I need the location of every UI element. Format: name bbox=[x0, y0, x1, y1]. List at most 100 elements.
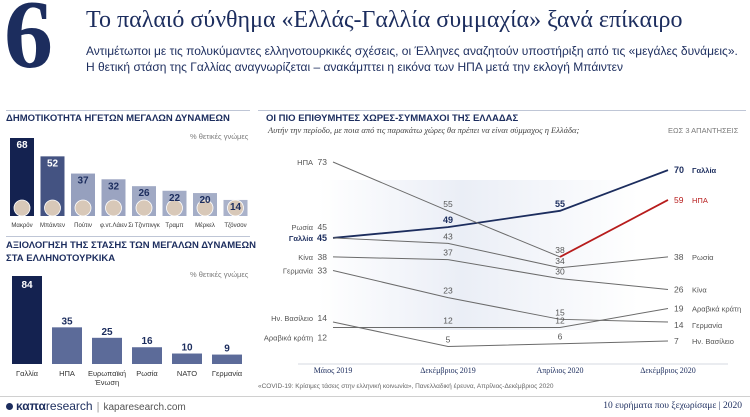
point-value-label: 38 bbox=[555, 245, 565, 255]
series-line-Ρωσία bbox=[332, 237, 669, 269]
bar-category-label: Μακρόν bbox=[11, 222, 32, 229]
leader-portrait-φ.ντ.Λάιεν bbox=[105, 199, 122, 217]
bar-category-label: φ.ντ.Λάιεν bbox=[100, 222, 127, 229]
series-line-Κίνα bbox=[332, 256, 669, 290]
page-title: Το παλαιό σύνθημα «Ελλάς-Γαλλία συμμαχία… bbox=[86, 7, 683, 33]
bar-value-label: 9 bbox=[224, 344, 230, 355]
point-value-label: 12 bbox=[443, 315, 453, 325]
series-name-left: ΗΠΑ bbox=[297, 158, 313, 167]
bar-category-label: ΗΠΑ bbox=[59, 369, 75, 378]
series-line-Αραβικά κράτη bbox=[333, 307, 669, 328]
divider-top-left bbox=[6, 110, 250, 111]
leader-portrait-Τζόνσον bbox=[227, 199, 244, 217]
bar-category-label: Τζόνσον bbox=[224, 222, 246, 229]
series-line-ΗΠΑ-recent bbox=[559, 199, 669, 258]
series-name-left: Γαλλία bbox=[289, 234, 314, 243]
leader-portrait-Πούτιν bbox=[74, 199, 92, 217]
bar-value-label: 32 bbox=[108, 181, 120, 192]
assessment-title-line2: ΣΤΑ ΕΛΛΗΝΟΤΟΥΡΚΙΚΑ bbox=[6, 253, 116, 264]
website-link[interactable]: kaparesearch.com bbox=[103, 402, 186, 413]
point-value-label: 15 bbox=[555, 307, 565, 317]
point-value-label: 30 bbox=[555, 267, 565, 277]
point-value-label: 12 bbox=[555, 315, 565, 325]
bar-category-label: Ευρωπαϊκή bbox=[88, 369, 126, 378]
bar-Γερμανία bbox=[212, 354, 242, 364]
series-line-ΗΠΑ bbox=[332, 161, 561, 258]
point-value-label: 34 bbox=[555, 256, 565, 266]
source-note: «COVID-19: Κρίσιμες τάσεις στην ελληνική… bbox=[258, 383, 554, 390]
bar-category-label: Σι Τζινπινγκ bbox=[128, 223, 161, 229]
bar-value-label: 22 bbox=[169, 193, 181, 204]
bar-category-label: Γερμανία bbox=[212, 369, 243, 378]
footer-caption: 10 ευρήματα που ξεχωρίσαμε | 2020 bbox=[603, 401, 742, 411]
point-value-label: 33 bbox=[318, 265, 328, 275]
bar-value-label: 68 bbox=[16, 140, 28, 151]
bar-value-label: 20 bbox=[199, 195, 211, 206]
page-subtitle: Αντιμέτωποι με τις πολυκύμαντες ελληνοτο… bbox=[86, 44, 738, 74]
logo-part-b: research bbox=[45, 399, 93, 413]
series-line-Γαλλία bbox=[332, 169, 669, 239]
assessment-note: % θετικές γνώμες bbox=[190, 270, 249, 279]
point-value-label: 12 bbox=[318, 332, 328, 342]
point-value-label: 59 bbox=[674, 195, 684, 205]
series-name-right: Ρωσία bbox=[692, 253, 714, 262]
point-value-label: 43 bbox=[443, 231, 453, 241]
bar-category-label: Τραμπ bbox=[165, 223, 183, 229]
bar-value-label: 35 bbox=[61, 316, 73, 327]
bar-Ευρωπαϊκή Ένωση bbox=[92, 337, 122, 364]
point-value-label: 38 bbox=[318, 252, 328, 262]
point-value-label: 37 bbox=[443, 248, 453, 258]
footer bbox=[0, 396, 750, 417]
bar-category-label: Πούτιν bbox=[74, 223, 92, 229]
point-value-label: 14 bbox=[674, 320, 684, 330]
point-value-label: 70 bbox=[674, 165, 684, 175]
point-value-label: 14 bbox=[318, 313, 328, 323]
point-value-label: 6 bbox=[558, 332, 563, 342]
series-name-left: Γερμανία bbox=[283, 266, 314, 275]
bar-Γαλλία bbox=[12, 276, 42, 364]
bar-ΝΑΤΟ bbox=[172, 353, 202, 364]
point-value-label: 73 bbox=[318, 157, 328, 167]
series-name-left: Ρωσία bbox=[292, 223, 314, 232]
divider-mid-left bbox=[6, 236, 250, 237]
assessment-title: ΑΞΙΟΛΟΓΗΣΗ ΤΗΣ ΣΤΑΣΗΣ ΤΩΝ ΜΕΓΑΛΩΝ ΔΥΝΑΜΕ… bbox=[6, 240, 256, 251]
series-name-right: Γερμανία bbox=[692, 321, 723, 330]
bar-category-label: Μέρκελ bbox=[195, 222, 215, 229]
allies-question: Αυτήν την περίοδο, με ποια από τις παρακ… bbox=[268, 125, 580, 135]
point-value-label: 55 bbox=[443, 199, 453, 209]
point-value-label: 7 bbox=[674, 336, 679, 346]
section-number: 6 bbox=[4, 0, 53, 89]
point-value-label: 49 bbox=[443, 215, 453, 225]
point-value-label: 55 bbox=[555, 199, 565, 209]
series-name-right: ΗΠΑ bbox=[692, 196, 708, 205]
series-name-right: Ην. Βασίλειο bbox=[692, 337, 734, 346]
leader-portrait-Σι Τζινπινγκ bbox=[135, 199, 153, 217]
bar-value-label: 84 bbox=[21, 280, 33, 291]
leader-portrait-Τραμπ bbox=[166, 199, 183, 217]
bar-category-label: Ένωση bbox=[94, 378, 119, 387]
logo-part-a: καπα bbox=[16, 399, 46, 413]
series-name-right: Γαλλία bbox=[692, 166, 717, 175]
bar-value-label: 10 bbox=[181, 343, 193, 354]
bar-value-label: 52 bbox=[47, 158, 59, 169]
bar-value-label: 26 bbox=[138, 188, 150, 199]
logo-separator: | bbox=[96, 401, 100, 413]
bar-category-label: Ρωσία bbox=[136, 369, 158, 378]
popularity-note: % θετικές γνώμες bbox=[190, 132, 249, 141]
popularity-chart: 68 Μακρόν 52 Μπάιντεν 37 Πούτιν 32 φ.ντ.Λάιεν 26… bbox=[10, 138, 248, 229]
point-value-label: 38 bbox=[674, 252, 684, 262]
point-value-label: 45 bbox=[317, 233, 327, 243]
series-name-left: Ην. Βασίλειο bbox=[271, 314, 313, 323]
bar-category-label: Γαλλία bbox=[16, 369, 39, 378]
leader-portrait-Μακρόν bbox=[13, 199, 31, 217]
bar-category-label: ΝΑΤΟ bbox=[177, 369, 197, 378]
point-value-label: 23 bbox=[443, 286, 453, 296]
brand-logo: καπαresearch | kaparesearch.com bbox=[6, 399, 186, 413]
point-value-label: 5 bbox=[446, 334, 451, 344]
allies-title: ΟΙ ΠΙΟ ΕΠΙΘΥΜΗΤΕΣ ΧΩΡΕΣ-ΣΥΜΜΑΧΟΙ ΤΗΣ ΕΛΛ… bbox=[266, 113, 519, 124]
point-value-label: 45 bbox=[318, 222, 328, 232]
series-name-right: Κίνα bbox=[692, 285, 707, 294]
allies-note: ΕΩΣ 3 ΑΠΑΝΤΗΣΕΙΣ bbox=[668, 126, 739, 135]
divider-top-right bbox=[258, 110, 746, 111]
